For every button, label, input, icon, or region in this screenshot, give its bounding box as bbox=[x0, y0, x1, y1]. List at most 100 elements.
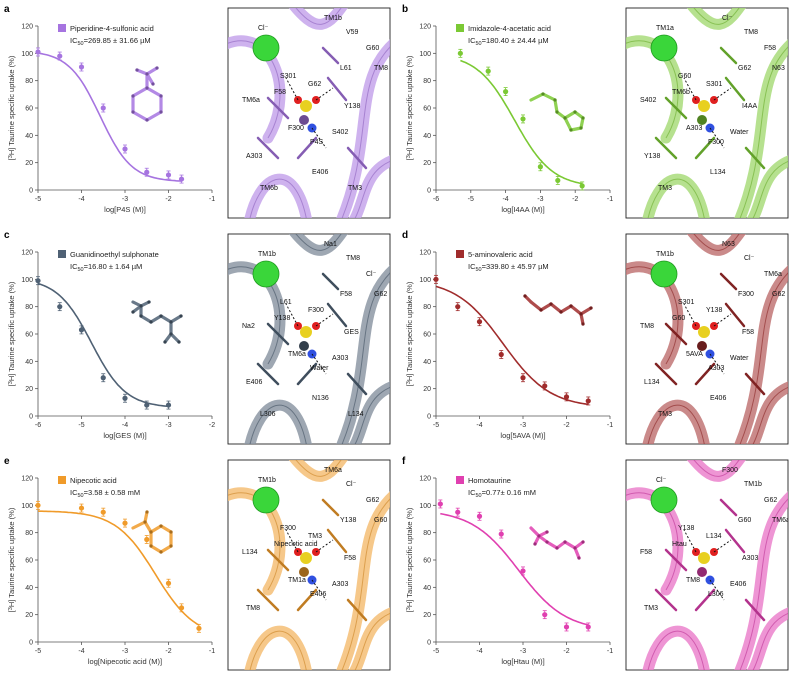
data-point bbox=[144, 169, 150, 175]
panel-d: d 0 20 40 60 80 100 120 -5 -4 -3 -2 -1 log[5AVA (M)] [… bbox=[402, 230, 789, 445]
protein-ribbon-edge bbox=[249, 178, 307, 218]
ligand-bond bbox=[149, 314, 163, 324]
panel-e: e 0 20 40 60 80 100 120 -5 -4 -3 -2 -1 log[Nipecotic … bbox=[4, 456, 391, 671]
y-tick-label: 120 bbox=[419, 476, 431, 483]
structure-label: S301 bbox=[678, 299, 694, 306]
data-point bbox=[579, 183, 585, 189]
ligand-atom bbox=[541, 92, 545, 96]
panel-label: a bbox=[4, 4, 10, 15]
hydrogen-bond bbox=[285, 77, 299, 101]
structure-label: Water bbox=[730, 129, 749, 136]
structure-label: A303 bbox=[332, 355, 348, 362]
legend-label: Homotaurine bbox=[468, 476, 511, 485]
data-point bbox=[520, 375, 526, 381]
y-tick-label: 80 bbox=[423, 304, 431, 311]
structure-label: Na2 bbox=[242, 323, 255, 330]
ligand-bond bbox=[555, 540, 567, 550]
ligand-atom bbox=[581, 540, 585, 544]
structure-label: F58 bbox=[344, 555, 356, 562]
x-tick-label: -2 bbox=[563, 422, 569, 429]
protein-ribbon-edge bbox=[341, 498, 390, 670]
ligand-atom bbox=[581, 116, 585, 120]
ligand-atom bbox=[159, 524, 163, 528]
structure-label: I4AA bbox=[742, 103, 758, 110]
structure-label: Y138 bbox=[678, 525, 694, 532]
structure-label: TM8 bbox=[744, 29, 758, 36]
ligand-atom bbox=[139, 304, 143, 308]
ligand-sulfur-atom bbox=[698, 326, 710, 338]
data-point bbox=[78, 327, 85, 333]
data-point bbox=[455, 304, 461, 310]
panel-a: a 0 20 40 60 80 100 120 -5 -4 -3 -2 -1 log[P4S (M)] [3… bbox=[4, 4, 391, 219]
legend-label: Nipecotic acid bbox=[70, 476, 117, 485]
structure-label: A303 bbox=[742, 555, 758, 562]
ligand-atom bbox=[563, 540, 567, 544]
ligand-atom bbox=[563, 116, 567, 120]
residue-stick bbox=[664, 322, 688, 346]
ligand-bond bbox=[143, 510, 149, 524]
ligand-atom bbox=[159, 314, 163, 318]
fit-curve bbox=[37, 510, 200, 626]
structure-label: TM1b bbox=[656, 251, 674, 258]
protein-ribbon-edge bbox=[647, 630, 705, 670]
protein-ribbon-edge bbox=[354, 386, 390, 444]
ligand-sketch bbox=[529, 92, 585, 132]
y-tick-label: 120 bbox=[21, 250, 33, 257]
y-tick-label: 80 bbox=[423, 530, 431, 537]
ligand-atom bbox=[145, 118, 149, 122]
ligand-atom bbox=[553, 98, 557, 102]
x-tick-label: -2 bbox=[165, 196, 171, 203]
ligand-atom bbox=[539, 308, 543, 312]
residue-stick bbox=[719, 272, 738, 291]
x-tick-label: -3 bbox=[537, 196, 543, 203]
residue-stick bbox=[296, 588, 318, 612]
ligand-bond bbox=[131, 304, 143, 314]
residue-stick bbox=[744, 598, 766, 622]
data-point bbox=[165, 172, 172, 178]
data-point bbox=[122, 146, 128, 152]
residue-stick bbox=[724, 76, 746, 102]
x-tick-label: -5 bbox=[35, 648, 41, 655]
ligand-atom bbox=[533, 542, 537, 546]
hydrogen-bond bbox=[713, 87, 732, 101]
ligand-atom bbox=[569, 304, 573, 308]
data-point bbox=[165, 402, 172, 408]
ligand-bond bbox=[159, 524, 173, 534]
ligand-atom bbox=[131, 310, 135, 314]
data-point bbox=[196, 625, 202, 631]
ic50-annotation: IC50=269.85 ± 31.66 µM bbox=[70, 36, 151, 47]
ligand-atom bbox=[579, 126, 583, 130]
structure-label: F58 bbox=[764, 45, 776, 52]
data-point bbox=[57, 304, 63, 310]
legend-label: Guanidinoethyl sulphonate bbox=[70, 250, 159, 259]
structure-label: TM6a bbox=[288, 351, 306, 358]
ligand-carbon-atom bbox=[697, 567, 707, 577]
protein-ribbon-edge bbox=[341, 46, 390, 218]
structure-label: TM6a bbox=[772, 517, 790, 524]
structure-label: G62 bbox=[308, 81, 321, 88]
ligand-atom bbox=[177, 340, 181, 344]
residue-stick bbox=[326, 76, 348, 102]
hydrogen-bond bbox=[285, 529, 299, 553]
structure-label: S301 bbox=[280, 73, 296, 80]
structure-label: TM3 bbox=[658, 185, 672, 192]
y-tick-label: 0 bbox=[29, 640, 33, 647]
panel-label: f bbox=[402, 456, 406, 467]
ligand-atom bbox=[143, 520, 147, 524]
ligand-sulfur-atom bbox=[300, 100, 312, 112]
x-tick-label: -2 bbox=[165, 648, 171, 655]
structure-label: L61 bbox=[280, 299, 292, 306]
residue-stick bbox=[654, 588, 678, 612]
data-point bbox=[122, 395, 128, 401]
x-tick-label: -4 bbox=[476, 422, 482, 429]
structure-label: TM1b bbox=[324, 15, 342, 22]
ligand-bond bbox=[145, 110, 163, 122]
data-point bbox=[165, 580, 172, 586]
protein-ribbon-edge bbox=[354, 160, 390, 218]
y-tick-label: 60 bbox=[423, 106, 431, 113]
residue-stick bbox=[296, 136, 318, 160]
residue-stick bbox=[346, 598, 368, 622]
panel-label: d bbox=[402, 230, 408, 241]
data-point bbox=[35, 278, 41, 284]
hydrogen-bond bbox=[709, 127, 725, 149]
